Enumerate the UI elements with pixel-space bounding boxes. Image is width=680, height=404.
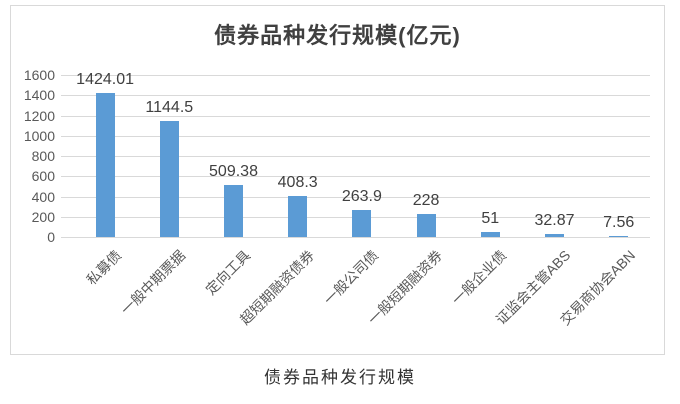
y-axis-tick-label: 1200 [23, 107, 55, 124]
gridline [61, 176, 650, 178]
gridline [61, 135, 650, 137]
y-axis-tick-label: 1400 [23, 87, 55, 104]
category-label: 一般企业债 [448, 247, 510, 308]
chart-title: 债券品种发行规模(亿元) [214, 23, 461, 48]
bar [224, 185, 243, 237]
gridline [61, 115, 650, 117]
category-label: 一般中期票据 [117, 247, 189, 318]
y-axis-tick-label: 600 [31, 168, 55, 185]
y-axis-tick-label: 1600 [23, 67, 55, 83]
category-label: 定向工具 [201, 247, 253, 298]
gridline [61, 237, 650, 238]
bar [480, 231, 500, 237]
chart-frame: 债券品种发行规模(亿元) 0 200 400 600 800 1000 1200 1400 16… [10, 5, 665, 355]
y-axis-tick-label: 200 [31, 208, 55, 225]
bar [416, 213, 436, 237]
bar [159, 121, 179, 237]
value-label: 1424.01 [76, 70, 135, 88]
value-label: 408.3 [277, 173, 318, 191]
value-label: 51 [481, 209, 500, 227]
bar [545, 233, 564, 237]
value-label: 263.9 [341, 188, 382, 206]
value-label: 509.38 [209, 163, 258, 181]
gridline [61, 75, 650, 76]
value-label: 1144.5 [145, 99, 194, 117]
bar [352, 210, 372, 237]
category-label: 私募债 [83, 247, 125, 289]
value-label: 32.87 [534, 211, 575, 229]
value-label: 228 [412, 191, 440, 209]
gridline [61, 95, 650, 97]
bar [609, 236, 629, 237]
figure-caption: 债券品种发行规模 [264, 368, 416, 387]
gridline [61, 156, 650, 157]
y-axis-tick-label: 400 [31, 188, 55, 205]
category-label: 一般公司债 [320, 247, 382, 308]
value-label: 7.56 [603, 214, 635, 231]
bar [288, 195, 308, 237]
bar [95, 92, 115, 237]
gridline [61, 196, 650, 198]
y-axis-tick-label: 800 [31, 148, 55, 164]
y-axis-tick-label: 0 [47, 229, 55, 245]
y-axis-tick-label: 1000 [23, 127, 55, 144]
